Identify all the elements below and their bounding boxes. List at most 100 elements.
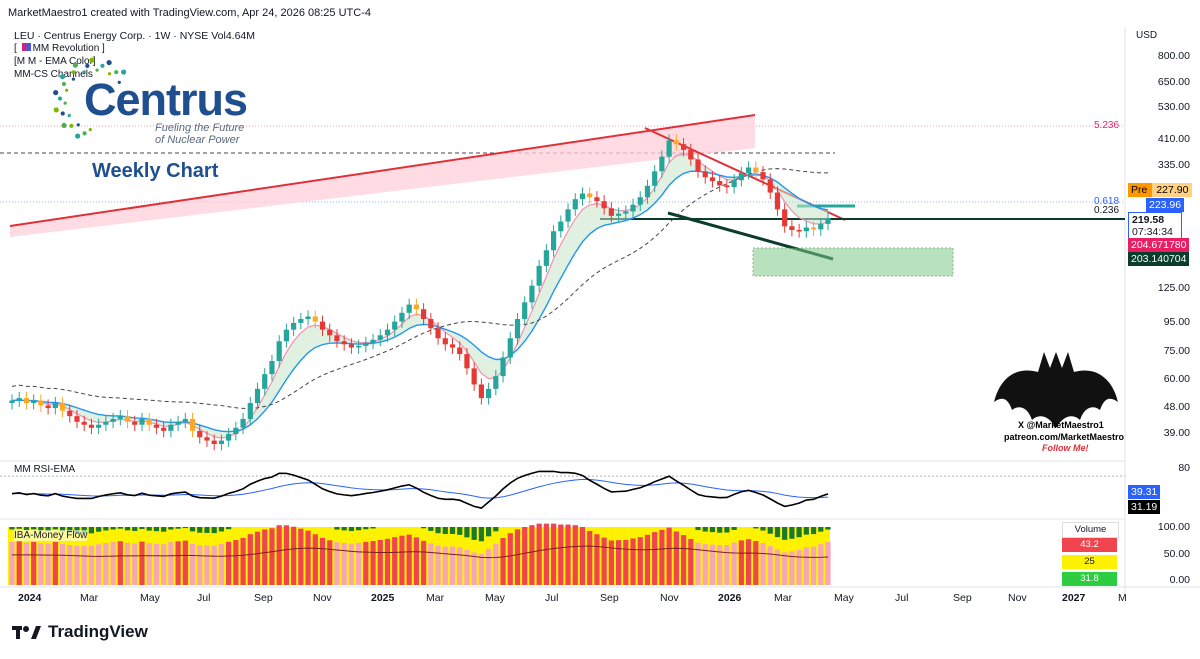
candle-body (269, 361, 275, 375)
tradingview-brand[interactable]: TradingView (12, 622, 148, 642)
flow-bar (384, 538, 391, 585)
candle-body (9, 400, 15, 404)
flow-bar (168, 542, 174, 585)
flow-bar (269, 528, 275, 585)
volume-legend-green: 31.8 (1062, 572, 1117, 586)
flow-bar (377, 539, 383, 585)
candle-body (825, 218, 831, 224)
logo-dot (114, 70, 119, 75)
flow-green-bar (428, 527, 434, 531)
time-axis-label: Jul (197, 592, 211, 604)
price-axis-label: 530.00 (1157, 101, 1190, 114)
candle-body (45, 405, 51, 409)
flow-green-bar (796, 527, 802, 538)
flow-bar (52, 541, 58, 585)
flow-bar (514, 529, 521, 585)
flow-bar (818, 544, 824, 585)
flow-bar (428, 543, 434, 585)
candle-body (161, 427, 167, 431)
long-ma-line (11, 168, 829, 409)
premarket-tag: Pre 227.90 (1128, 183, 1193, 197)
indicator-mm-revolution[interactable]: [ MM Revolution ] (14, 43, 105, 54)
flow-signal-line (11, 545, 829, 559)
indicator-cs-channels[interactable]: MM-CS Channels (14, 69, 93, 80)
fib-0618-label: 0.618 (1094, 196, 1120, 207)
flow-bar (67, 545, 73, 585)
candle-body (449, 344, 456, 348)
flow-green-bar (731, 527, 737, 530)
flow-green-bar (478, 527, 484, 542)
rsi-axis-80: 80 (1178, 462, 1190, 474)
flow-bar (767, 546, 773, 585)
watermark-follow: Follow Me! (1042, 443, 1089, 453)
flow-bar (110, 542, 116, 585)
moneyflow-pane-title[interactable]: IBA-Money Flow (14, 530, 88, 541)
flow-green-bar (31, 527, 37, 530)
logo-dot (85, 63, 90, 68)
flow-bar (356, 542, 362, 585)
watermark-x-handle: X @MarketMaestro1 (1018, 420, 1104, 430)
time-axis-label: M (1118, 592, 1127, 604)
mm-revolution-tag: 204.671780 (1128, 238, 1190, 252)
flow-bar (161, 544, 167, 585)
indicator-ema-color[interactable]: [M M - EMA Color] (14, 56, 96, 67)
flow-green-bar (767, 527, 773, 534)
flow-bar (9, 541, 15, 585)
flow-bar (189, 543, 196, 585)
flow-axis-100: 100.00 (1157, 521, 1190, 533)
flow-bar (623, 539, 629, 585)
flow-bar (327, 540, 333, 585)
flow-bar (579, 526, 586, 585)
flow-green-bar (348, 527, 354, 532)
candle-body (23, 398, 30, 403)
flow-bar (680, 535, 687, 585)
flow-green-bar (717, 527, 723, 533)
logo-dot (61, 81, 67, 87)
flow-bar (175, 541, 181, 585)
candle-body (189, 418, 196, 431)
candle-body (399, 312, 405, 322)
time-axis-label: 2024 (18, 592, 42, 604)
volume-legend-title: Volume (1062, 522, 1119, 538)
logo-dot (106, 59, 112, 66)
candle-body (796, 229, 802, 232)
flow-green-bar (457, 527, 463, 535)
currency-label[interactable]: USD (1136, 30, 1158, 41)
flow-green-bar (442, 527, 448, 535)
credit-line: MarketMaestro1 created with TradingView.… (8, 7, 371, 19)
flow-bar (124, 542, 131, 585)
candle-body (233, 427, 239, 434)
symbol-line[interactable]: LEU · Centrus Energy Corp. · 1W · NYSE V… (14, 30, 256, 42)
flow-bar (688, 538, 694, 585)
candle-body (421, 309, 427, 320)
flow-bar (146, 543, 152, 585)
flow-green-bar (59, 527, 66, 532)
candle-body (377, 335, 383, 340)
logo-dot (100, 63, 105, 68)
candle-body (587, 193, 593, 198)
flow-green-bar (197, 527, 203, 533)
time-axis-label: Nov (660, 592, 679, 604)
rsi-ema-tag: 39.31 (1128, 485, 1161, 499)
flow-green-bar (96, 527, 102, 532)
candle-body (572, 199, 578, 210)
candle-body (818, 223, 824, 230)
candle-body (666, 140, 672, 157)
flow-green-bar (88, 527, 95, 534)
indicator-color-icon (21, 43, 31, 51)
candle-body (392, 321, 398, 330)
candle-body (139, 418, 145, 425)
rsi-pane-title[interactable]: MM RSI-EMA (14, 464, 76, 475)
flow-green-bar (493, 527, 499, 532)
price-axis-label: 60.00 (1163, 373, 1190, 386)
time-axis-label: Jul (895, 592, 909, 604)
candle-body (486, 388, 492, 399)
flow-bar (204, 545, 210, 585)
logo-dot (82, 70, 86, 74)
logo-dot (57, 96, 63, 101)
time-axis-label: May (485, 592, 505, 604)
flow-bar (81, 545, 87, 585)
flow-green-bar (139, 527, 145, 530)
flow-bar (88, 545, 95, 585)
